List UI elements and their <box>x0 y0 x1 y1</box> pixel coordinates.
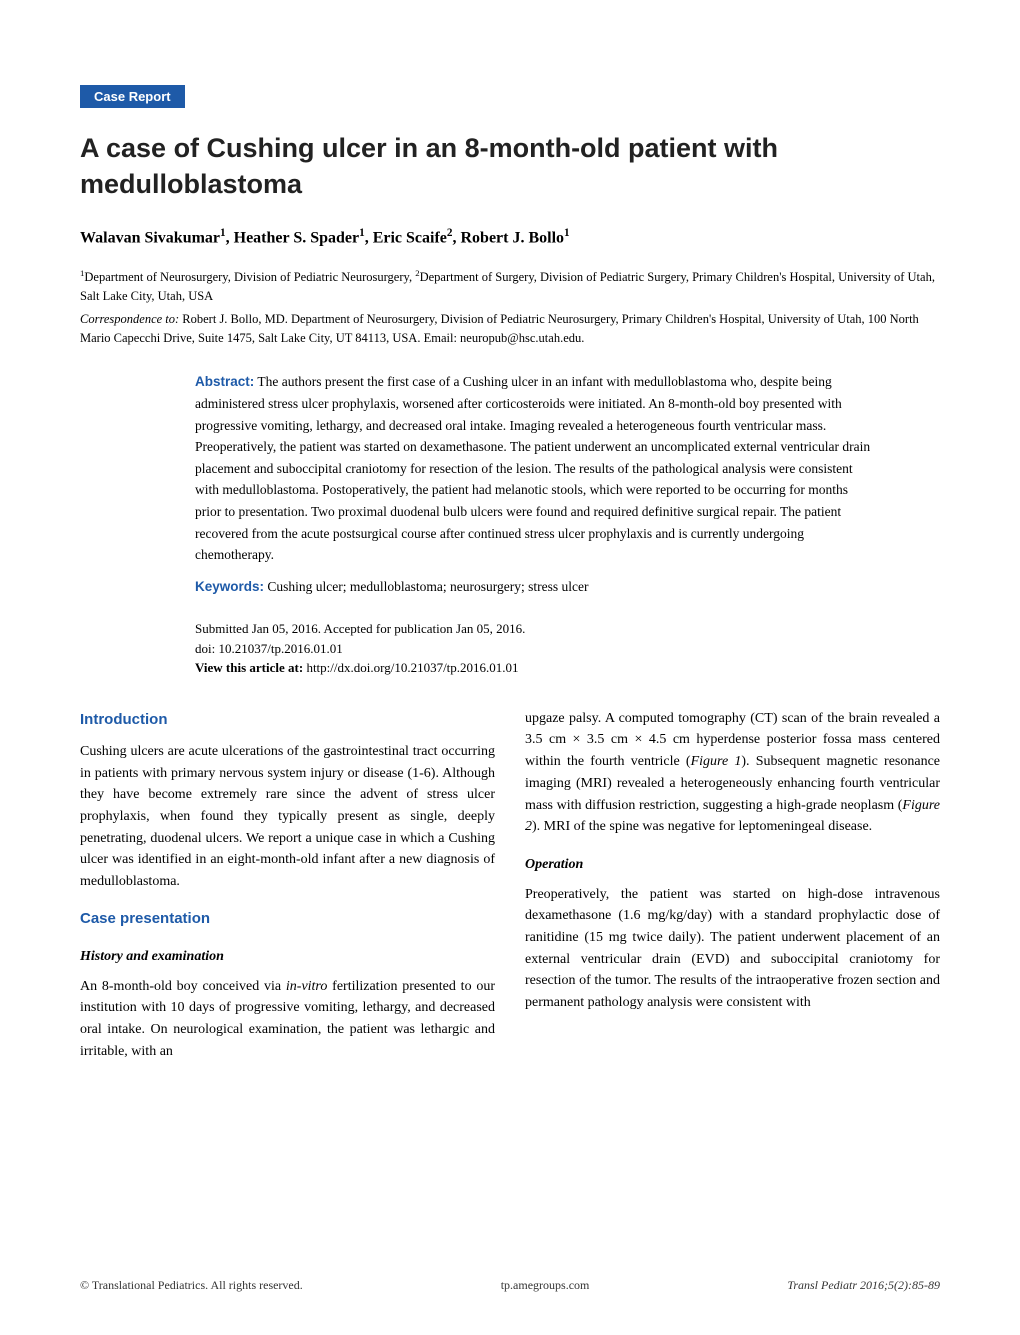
operation-text: Preoperatively, the patient was started … <box>525 884 940 1014</box>
body-columns: Introduction Cushing ulcers are acute ul… <box>80 708 940 1077</box>
operation-heading: Operation <box>525 854 940 876</box>
abstract-block: Abstract: The authors present the first … <box>195 371 875 597</box>
history-text: An 8-month-old boy conceived via in-vitr… <box>80 976 495 1063</box>
abstract-label: Abstract: <box>195 374 254 389</box>
introduction-text: Cushing ulcers are acute ulcerations of … <box>80 741 495 893</box>
meta-block: Submitted Jan 05, 2016. Accepted for pub… <box>195 619 875 678</box>
author-list: Walavan Sivakumar1, Heather S. Spader1, … <box>80 227 940 247</box>
correspondence: Correspondence to: Robert J. Bollo, MD. … <box>80 310 940 348</box>
page-footer: © Translational Pediatrics. All rights r… <box>80 1278 940 1293</box>
view-url[interactable]: http://dx.doi.org/10.21037/tp.2016.01.01 <box>303 660 518 675</box>
footer-citation: Transl Pediatr 2016;5(2):85-89 <box>787 1278 940 1293</box>
history-heading: History and examination <box>80 946 495 968</box>
footer-url: tp.amegroups.com <box>501 1278 590 1293</box>
column-left: Introduction Cushing ulcers are acute ul… <box>80 708 495 1077</box>
abstract-text: The authors present the first case of a … <box>195 374 870 562</box>
doi-line: doi: 10.21037/tp.2016.01.01 <box>195 639 875 659</box>
submitted-line: Submitted Jan 05, 2016. Accepted for pub… <box>195 619 875 639</box>
affiliation: 1Department of Neurosurgery, Division of… <box>80 267 940 306</box>
column2-continuation: upgaze palsy. A computed tomography (CT)… <box>525 708 940 838</box>
view-label: View this article at: <box>195 660 303 675</box>
case-presentation-heading: Case presentation <box>80 907 495 930</box>
article-title: A case of Cushing ulcer in an 8-month-ol… <box>80 130 940 203</box>
footer-copyright: © Translational Pediatrics. All rights r… <box>80 1278 303 1293</box>
case-report-badge: Case Report <box>80 85 185 108</box>
keywords-label: Keywords: <box>195 579 264 594</box>
correspondence-text: Robert J. Bollo, MD. Department of Neuro… <box>80 312 919 345</box>
column-right: upgaze palsy. A computed tomography (CT)… <box>525 708 940 1077</box>
correspondence-label: Correspondence to: <box>80 312 179 326</box>
introduction-heading: Introduction <box>80 708 495 731</box>
keywords-text: Cushing ulcer; medulloblastoma; neurosur… <box>264 579 588 594</box>
